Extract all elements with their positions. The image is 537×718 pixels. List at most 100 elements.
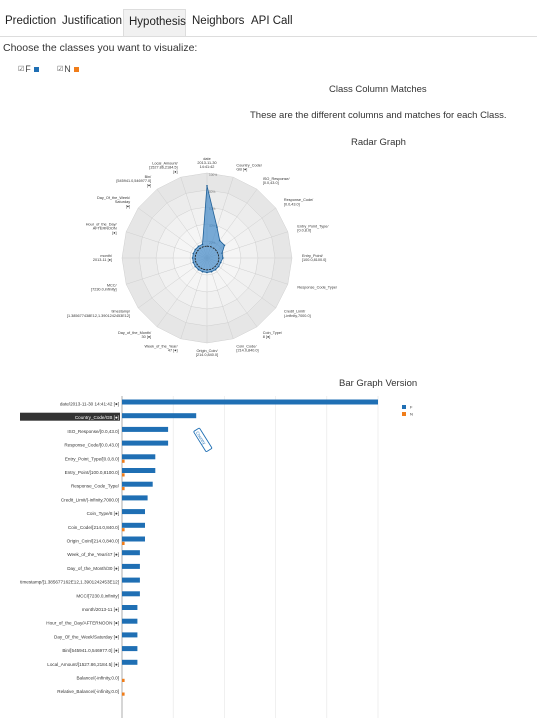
radar-point[interactable] bbox=[201, 270, 204, 273]
bar-n[interactable] bbox=[122, 678, 125, 682]
tab-neighbors[interactable]: Neighbors bbox=[192, 15, 245, 27]
radar-point[interactable] bbox=[216, 226, 218, 228]
tab-api-call[interactable]: API Call bbox=[251, 15, 293, 27]
bar-legend: FN bbox=[402, 405, 413, 417]
radar-axis-label: month/ bbox=[100, 254, 113, 258]
bar-category-label: Coin_Type/8 [●] bbox=[87, 511, 119, 516]
radar-axis-label: Entry_Point/ bbox=[302, 254, 324, 258]
bar-f[interactable] bbox=[122, 481, 153, 487]
radar-point[interactable] bbox=[197, 268, 200, 271]
radar-axis-label: AFTERNOON bbox=[93, 227, 117, 231]
tab-bar: Prediction Justification Hypothesis Neig… bbox=[0, 0, 537, 37]
class-select-prompt: Choose the classes you want to visualize… bbox=[3, 42, 198, 54]
radar-axis-label: 14:41:42 bbox=[200, 165, 215, 169]
radar-point[interactable] bbox=[194, 265, 197, 268]
radar-point[interactable] bbox=[210, 270, 213, 273]
radar-axis-label: timestamp/ bbox=[112, 310, 132, 314]
bar-f[interactable] bbox=[122, 413, 197, 419]
class-toggle-f[interactable]: ☑ F bbox=[18, 64, 39, 74]
bar-f[interactable] bbox=[122, 659, 138, 665]
bar-category-label: Hour_of_the_Day/AFTERNOON [●] bbox=[46, 621, 119, 626]
radar-axis-label: 30 [●] bbox=[142, 335, 152, 339]
radar-point[interactable] bbox=[223, 244, 226, 247]
radar-axis-label: Country_Code/ bbox=[236, 164, 262, 168]
bar-f[interactable] bbox=[122, 536, 145, 542]
class-toggle-n[interactable]: ☑ N bbox=[57, 64, 79, 74]
radar-point[interactable] bbox=[194, 248, 197, 251]
legend-swatch bbox=[402, 412, 406, 416]
bar-category-label: Bin/[545941.0,546977.0] [●] bbox=[62, 648, 119, 653]
bar-category-label: MCC/[7230.0,infinity] bbox=[76, 593, 119, 598]
checkbox-n[interactable]: ☑ bbox=[57, 66, 64, 73]
bar-f[interactable] bbox=[122, 577, 140, 583]
bar-f[interactable] bbox=[122, 495, 148, 501]
radar-point[interactable] bbox=[219, 261, 222, 264]
radar-chart: 100%80%60%40%20% date2013-11-3014:41:42C… bbox=[67, 157, 338, 357]
bar-f[interactable] bbox=[122, 468, 156, 473]
bar-f[interactable] bbox=[122, 563, 140, 569]
radar-axis-label: 47 [●] bbox=[168, 349, 178, 353]
bar-title: Bar Graph Version bbox=[339, 378, 418, 389]
bar-f[interactable] bbox=[122, 605, 138, 610]
bar-n[interactable] bbox=[122, 692, 125, 696]
radar-axis-label: Local_Amount/ bbox=[152, 161, 178, 165]
tab-prediction[interactable]: Prediction bbox=[5, 15, 57, 27]
radar-point[interactable] bbox=[197, 245, 200, 248]
bar-category-label: Day_Of_the_Week/Saturday [●] bbox=[54, 634, 119, 639]
bar-category-label: Entry_Point_Type/[0.0,8.0] bbox=[65, 456, 119, 461]
tab-justification[interactable]: Justification bbox=[62, 15, 123, 27]
bar-category-label: timestamp/[1.385677162E12,1.3901242453E1… bbox=[20, 580, 119, 585]
bar-n[interactable] bbox=[122, 528, 125, 532]
radar-tick-label: 80% bbox=[209, 190, 216, 194]
bar-f[interactable] bbox=[122, 454, 156, 460]
radar-point[interactable] bbox=[192, 252, 195, 255]
radar-point[interactable] bbox=[214, 268, 217, 271]
bar-f[interactable] bbox=[122, 618, 138, 624]
radar-axis-label: (-infinity,7000.0] bbox=[284, 314, 311, 318]
radar-point[interactable] bbox=[206, 271, 208, 274]
radar-point[interactable] bbox=[192, 261, 195, 264]
bar-f[interactable] bbox=[122, 550, 140, 556]
bar-category-label: Country_Code/GB [●] bbox=[75, 415, 119, 420]
checkbox-f[interactable]: ☑ bbox=[18, 66, 25, 73]
bar-f[interactable] bbox=[122, 522, 145, 528]
bar-category-label: Coin_Code/[214.0,840.0] bbox=[68, 525, 119, 530]
bar-category-label: Week_of_the_Year/47 [●] bbox=[67, 552, 119, 557]
radar-axis-label: [●] bbox=[112, 231, 116, 235]
bar-category-label: ISO_Response/[0.0,43.0] bbox=[67, 429, 119, 434]
radar-point[interactable] bbox=[206, 185, 208, 187]
radar-axis-label: Day_of_the_Month/ bbox=[118, 331, 152, 335]
bar-category-label: date/2013-11-30 14:41:42 [●] bbox=[60, 402, 119, 407]
bar-f[interactable] bbox=[122, 440, 169, 446]
class-color-swatch-f bbox=[33, 66, 39, 72]
radar-point[interactable] bbox=[191, 257, 194, 259]
radar-axis-label: Hour_of_the_Day/ bbox=[86, 222, 118, 226]
bar-f[interactable] bbox=[122, 591, 140, 597]
radar-point[interactable] bbox=[222, 257, 224, 259]
bar-n[interactable] bbox=[122, 473, 125, 477]
bar-n[interactable] bbox=[122, 459, 125, 463]
bar-n[interactable] bbox=[122, 487, 125, 491]
bar-f[interactable] bbox=[122, 632, 138, 638]
radar-axis-label: [●] bbox=[147, 183, 151, 187]
tab-hypothesis[interactable]: Hypothesis bbox=[123, 9, 186, 36]
bar-f[interactable] bbox=[122, 426, 169, 432]
radar-axis-label: [●] bbox=[173, 170, 177, 174]
radar-point[interactable] bbox=[221, 252, 223, 254]
radar-axis-label: [7230.0,infinity] bbox=[91, 288, 117, 292]
radar-axis-label: ISO_Response/ bbox=[263, 177, 291, 181]
radar-axis-label: [214.0,840.0] bbox=[196, 353, 218, 357]
radar-point[interactable] bbox=[218, 239, 221, 242]
bar-n[interactable] bbox=[122, 541, 125, 545]
radar-point[interactable] bbox=[217, 265, 220, 268]
radar-point[interactable] bbox=[201, 243, 204, 246]
radar-axis-label: Credit_Limit/ bbox=[284, 310, 306, 314]
bar-f[interactable] bbox=[122, 646, 138, 652]
section-title: Class Column Matches bbox=[329, 84, 427, 95]
bar-tooltip: Country bbox=[193, 427, 213, 453]
bar-f[interactable] bbox=[122, 509, 145, 515]
radar-axis-label: MCC/ bbox=[107, 283, 118, 287]
bar-category-label: month/2013-11 [●] bbox=[82, 607, 119, 612]
bar-f[interactable] bbox=[122, 399, 378, 405]
legend-label: N bbox=[410, 412, 413, 417]
